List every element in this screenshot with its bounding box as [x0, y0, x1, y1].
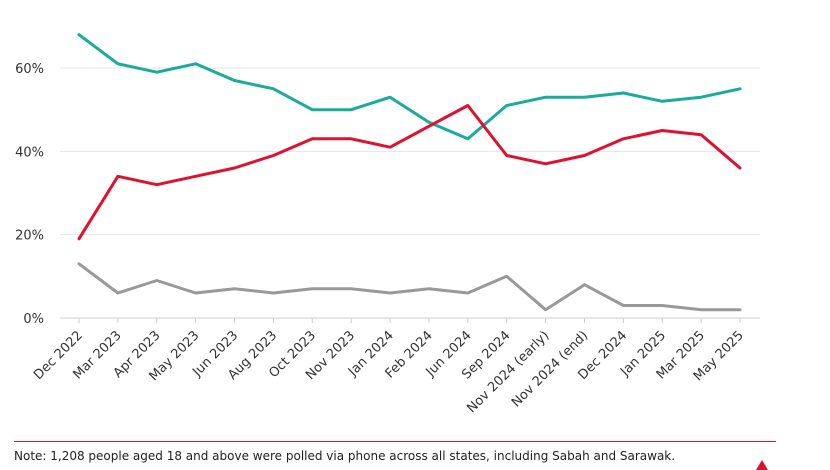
series-line-not-satisfied	[77, 104, 742, 241]
legend-label: Unsure	[479, 0, 528, 4]
y-tick-label: 0%	[23, 312, 44, 327]
footnote: Note: 1,208 people aged 18 and above wer…	[14, 449, 676, 463]
y-tick-label: 60%	[15, 62, 44, 77]
y-tick-label: 20%	[15, 229, 44, 244]
y-tick-label: 40%	[15, 145, 44, 160]
legend-label: Not satisfied	[334, 0, 422, 4]
series-line-satisfied	[77, 33, 742, 141]
legend-label: Satisfied	[251, 0, 311, 4]
note-divider	[14, 441, 776, 442]
brand-logo	[756, 460, 768, 470]
series-line-unsure	[77, 262, 742, 312]
